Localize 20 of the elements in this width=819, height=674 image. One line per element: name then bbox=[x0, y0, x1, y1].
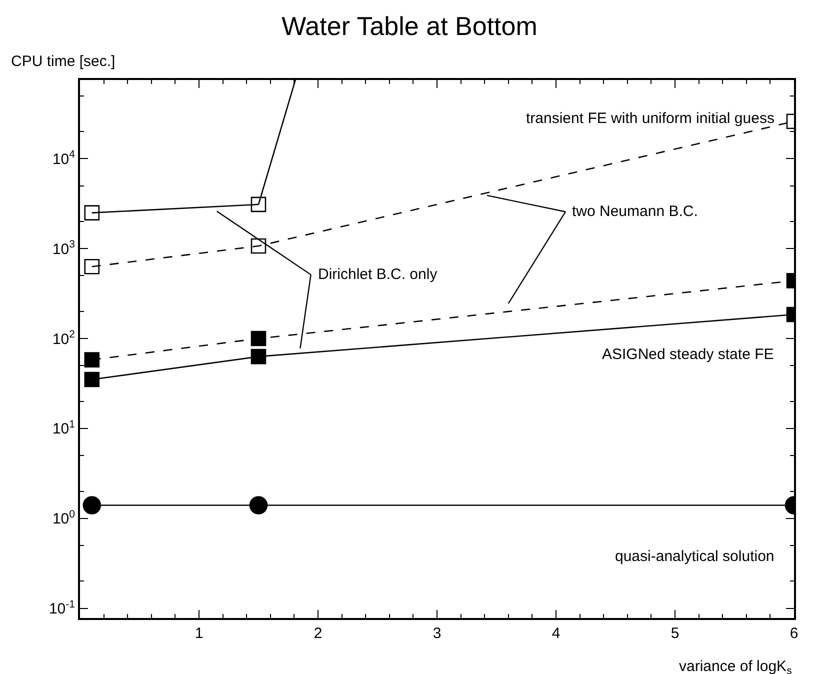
chart-title: Water Table at Bottom bbox=[282, 11, 538, 42]
x-tick-label: 5 bbox=[670, 625, 680, 642]
x-tick-label: 4 bbox=[552, 625, 560, 642]
annotation: quasi-analytical solution bbox=[615, 548, 774, 565]
x-tick-label: 2 bbox=[314, 625, 322, 642]
x-axis-title: variance of logK$_{s}$ bbox=[679, 658, 792, 674]
y-tick-label: 10$^{0}$ bbox=[52, 508, 76, 528]
y-tick-label: 10$^{4}$ bbox=[52, 148, 76, 168]
x-tick-label: 6 bbox=[790, 625, 798, 642]
y-axis-title: CPU time [sec.] bbox=[11, 53, 116, 70]
y-tick-label: 10$^{1}$ bbox=[52, 418, 76, 438]
x-tick-label: 3 bbox=[432, 625, 442, 642]
annotation: two Neumann B.C. bbox=[572, 203, 698, 220]
annotation: transient FE with uniform initial guess bbox=[526, 110, 774, 127]
x-tick-label: 1 bbox=[194, 625, 204, 642]
annotation: ASIGNed steady state FE bbox=[602, 346, 774, 363]
y-tick-label: 10$^{-1}$ bbox=[48, 598, 76, 618]
y-tick-label: 10$^{3}$ bbox=[52, 238, 76, 258]
y-tick-label: 10$^{2}$ bbox=[52, 328, 76, 348]
annotation: Dirichlet B.C. only bbox=[318, 266, 438, 283]
